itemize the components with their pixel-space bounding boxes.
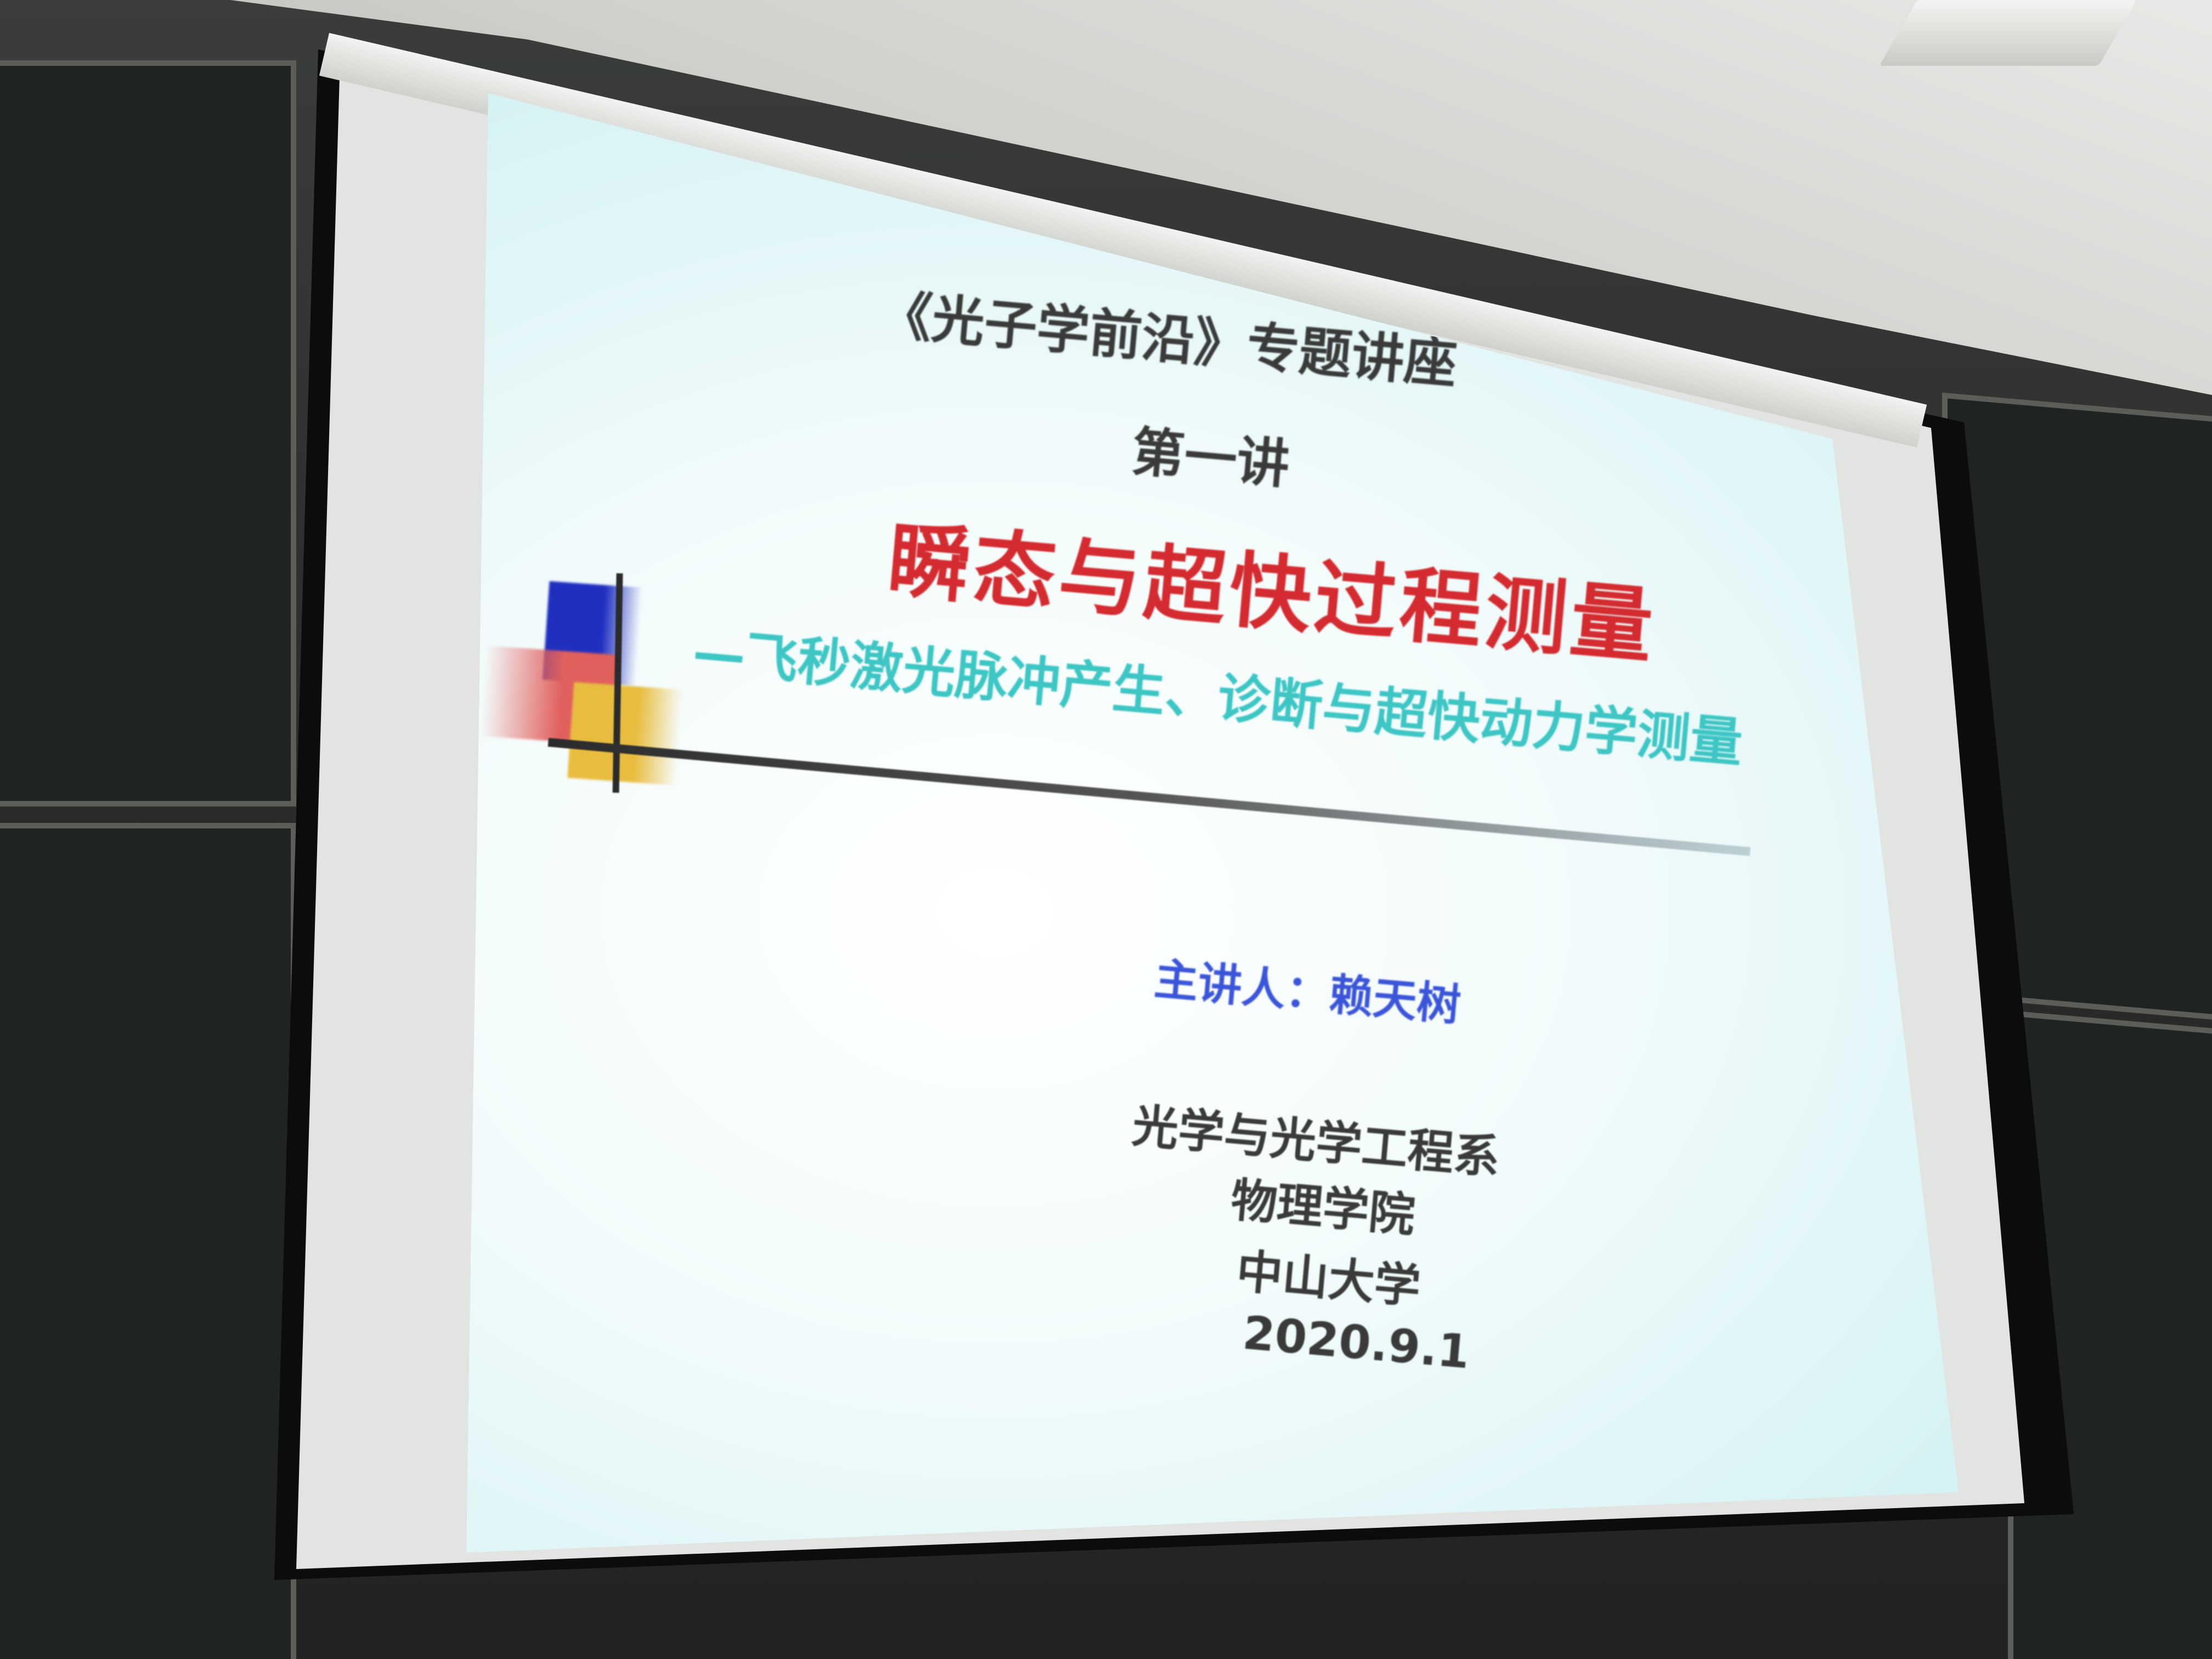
date: 2020.9.1 (1240, 1306, 1472, 1379)
university: 中山大学 (1234, 1244, 1423, 1314)
ceiling-light (1879, 0, 2137, 66)
chalkboard-left-upper (0, 60, 296, 806)
speaker: 主讲人：赖天树 (1152, 953, 1463, 1031)
chalkboard-left-lower (0, 823, 296, 1659)
deco-square-yellow (567, 682, 684, 786)
lecture-number: 第一讲 (1129, 420, 1292, 496)
